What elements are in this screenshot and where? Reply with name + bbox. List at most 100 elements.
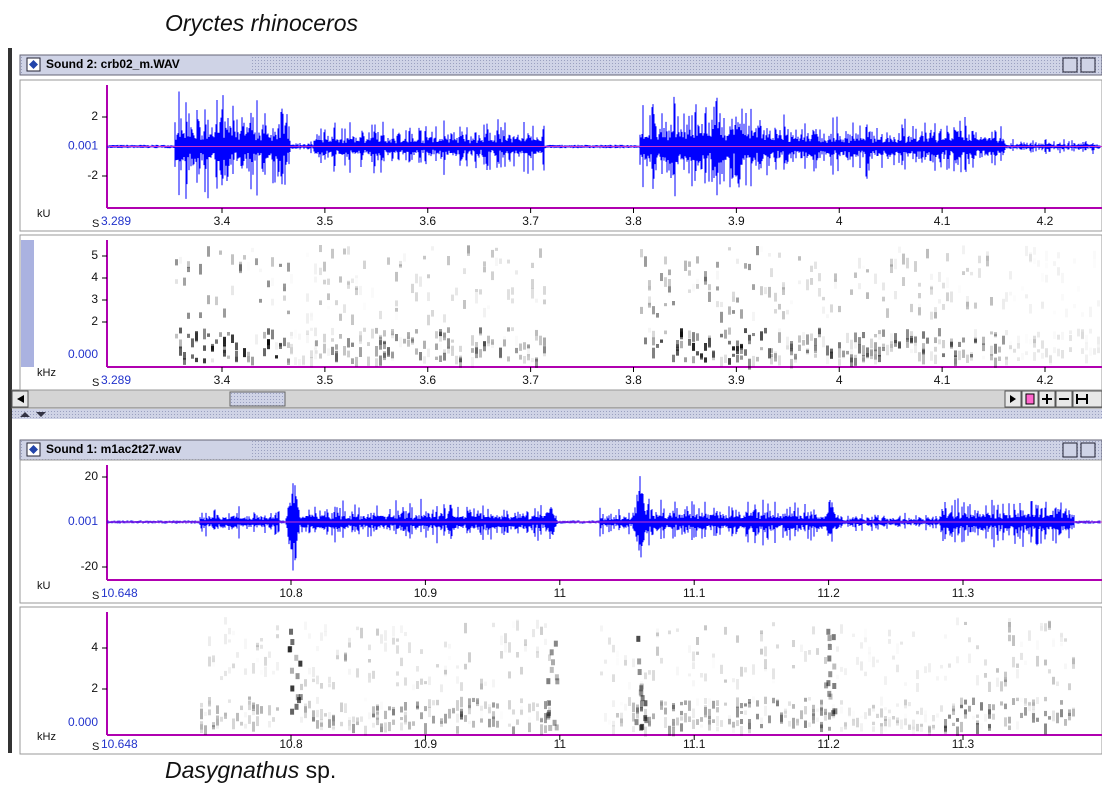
spectrogram-cell [926,249,929,258]
spectrogram-cell [882,330,885,337]
spectrogram-cell [728,341,731,345]
spectrogram-cell [716,271,719,280]
spectrogram-cell [1028,702,1031,705]
time-unit: S [92,377,99,389]
maximize-button[interactable] [1081,58,1095,72]
spectrogram-cell [260,645,263,649]
spectrogram-cell [962,350,965,358]
spectrogram-cell [976,723,979,734]
spectrogram-cell [1025,351,1028,355]
spectrogram-cell [808,697,811,701]
spectrogram-cell [716,700,719,706]
spectrogram-cell [356,668,359,677]
spectrogram-cell [484,682,487,686]
spectrogram-cell [479,327,482,333]
spectrogram-cell [520,667,523,675]
spectrogram-cell [1033,258,1036,264]
spectrogram-cell [942,340,945,348]
spectrogram-cell [363,303,366,310]
spectrogram-cell [740,667,743,677]
spectrogram-cell [1036,656,1039,667]
minimize-button[interactable] [1063,58,1077,72]
zero-label: 0.000 [68,347,98,361]
spectrogram-cell [546,714,550,720]
scrollbar[interactable] [12,390,1102,408]
spectrogram-cell [826,314,829,318]
spectrogram-cell [926,338,929,344]
spectrogram-cell [668,631,671,635]
spectrogram-cell [319,300,322,305]
scroll-thumb[interactable] [230,392,285,406]
spectrogram-cell [708,698,711,707]
spectrogram-cell [343,249,346,255]
spectrogram-cell [1004,672,1007,682]
spectrogram-cell [660,702,663,706]
spectrogram-cell [290,685,294,691]
spectrogram-cell [550,667,554,673]
spectrogram-cell [427,315,430,325]
spectrogram-cell [708,284,711,290]
spectrogram-cell [790,300,793,304]
spectrogram-cell [320,632,323,640]
waveform-unit: kU [37,580,51,592]
spectrogram-cell [990,354,993,360]
spectrogram-cell [276,662,279,671]
spectrogram-cell [1081,332,1084,339]
spectrogram-cell [223,337,226,347]
splitter[interactable] [12,409,1102,419]
spectrogram-cell [600,626,603,632]
spectrogram-cell [304,706,307,712]
spectrogram-cell [244,668,247,674]
spectrogram-cell [660,273,663,281]
spectrogram-cell [744,263,747,269]
spectrogram-cell [227,356,230,359]
spectrogram-cell [1012,635,1015,646]
spectrogram-cell [519,355,522,360]
spectrogram-cell [1021,286,1024,290]
spectrogram-cell [228,639,231,642]
spectrogram-cell [896,720,899,725]
spectrogram-cell [890,333,893,343]
spectrogram-cell [1064,664,1067,670]
spectrogram-cell [792,640,795,647]
spectrogram-cell [912,727,915,735]
spectrogram-cell [336,650,339,656]
icon [1026,394,1034,404]
spectrogram-cell [227,332,230,336]
spectrogram-cell [880,708,883,717]
spectrogram-cell [508,700,511,709]
minimize-button[interactable] [1063,443,1077,457]
spectrogram-cell [287,263,290,272]
spectrogram-cell [320,683,323,689]
spectrogram-cell [415,274,418,284]
spectrogram-cell [632,703,635,713]
spectrogram-cell [224,617,227,624]
spectrogram-cell [896,644,899,655]
y-tick-label: -20 [81,559,99,573]
spectrogram-cell [540,627,543,635]
spectrogram-cell [736,679,739,690]
spectrogram-cell [956,656,959,663]
spectrogram-cell [1029,339,1032,344]
spectrogram-cell [696,333,699,340]
spectrogram-cell [752,312,755,321]
spectrogram-cell [260,638,263,641]
spectrogram-cell [862,332,865,338]
spectrogram-cell [419,352,422,360]
spectrogram-cell [980,723,983,729]
x-tick-label: 3.8 [625,214,642,228]
spectrogram-cell [360,716,363,721]
spectrogram-cell [248,697,251,700]
spectrogram-cell [728,247,731,250]
spectrogram-cell [652,713,655,719]
spectrogram-cell [724,330,727,339]
spectrogram-cell [324,624,327,632]
maximize-button[interactable] [1081,443,1095,457]
x-tick-label: 4.2 [1037,214,1054,228]
spectrogram-cell [371,288,374,298]
spectrogram-cell [267,339,270,345]
spectrogram-cell [523,342,526,349]
spectrogram-cell [712,658,715,668]
spectrogram-cell [500,636,503,646]
spectrogram-cell [1040,626,1043,630]
